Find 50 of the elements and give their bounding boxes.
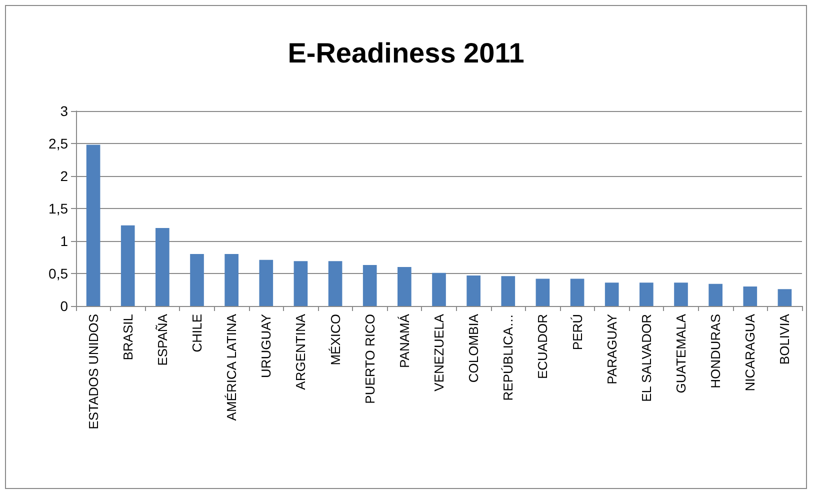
y-tick-label: 0 — [60, 298, 68, 314]
bar — [156, 228, 170, 306]
x-tick-label: ESPAÑA — [154, 314, 170, 366]
bar — [294, 261, 308, 306]
bar — [743, 286, 758, 306]
bar — [708, 284, 722, 306]
x-tick-label: AMÉRICA LATINA — [224, 314, 240, 421]
chart-title: E-Readiness 2011 — [288, 38, 524, 68]
bar — [570, 278, 584, 306]
y-tick-label: 3 — [60, 103, 68, 119]
bar — [466, 275, 480, 306]
x-tick-label: VENEZUELA — [432, 314, 446, 392]
bar — [536, 278, 550, 306]
x-tick-label: BRASIL — [120, 314, 136, 360]
x-tick-label: PARAGUAY — [604, 314, 620, 384]
x-tick-label: GUATEMALA — [674, 314, 688, 394]
bar — [674, 282, 688, 306]
bar — [432, 272, 446, 306]
y-tick-label: 1 — [60, 233, 68, 249]
bar — [604, 282, 619, 306]
y-tick-label: 2,5 — [48, 136, 68, 152]
x-tick-label: PERÚ — [570, 314, 585, 350]
bar — [640, 282, 654, 306]
x-tick-label: URUGUAY — [258, 314, 274, 378]
bar — [259, 260, 274, 306]
bar — [224, 254, 238, 306]
bar — [190, 254, 204, 306]
x-tick-label: ESTADOS UNIDOS — [86, 314, 101, 430]
x-tick-label: REPÚBLICA… — [500, 314, 516, 401]
x-tick-label: HONDURAS — [708, 314, 724, 388]
x-tick-label: COLOMBIA — [466, 314, 482, 383]
bar — [120, 225, 135, 306]
y-tick-label: 0,5 — [48, 266, 68, 282]
y-tick-label: 1,5 — [48, 200, 68, 216]
x-tick-label: ECUADOR — [535, 314, 550, 380]
bar — [328, 261, 342, 306]
x-tick-label: NICARAGUA — [742, 314, 758, 392]
bar — [398, 267, 412, 306]
x-tick-label: PANAMÁ — [396, 314, 412, 368]
bar — [778, 289, 792, 306]
bar — [362, 265, 377, 306]
bar — [501, 276, 516, 306]
x-tick-label: BOLIVIA — [777, 314, 792, 365]
x-tick-label: MÉXICO — [328, 314, 343, 366]
x-tick-label: ARGENTINA — [293, 314, 308, 390]
x-tick-label: EL SALVADOR — [638, 314, 654, 402]
x-tick-label: CHILE — [190, 314, 204, 352]
y-tick-label: 2 — [60, 168, 68, 184]
bar — [86, 144, 100, 306]
x-tick-label: PUERTO RICO — [362, 314, 378, 404]
